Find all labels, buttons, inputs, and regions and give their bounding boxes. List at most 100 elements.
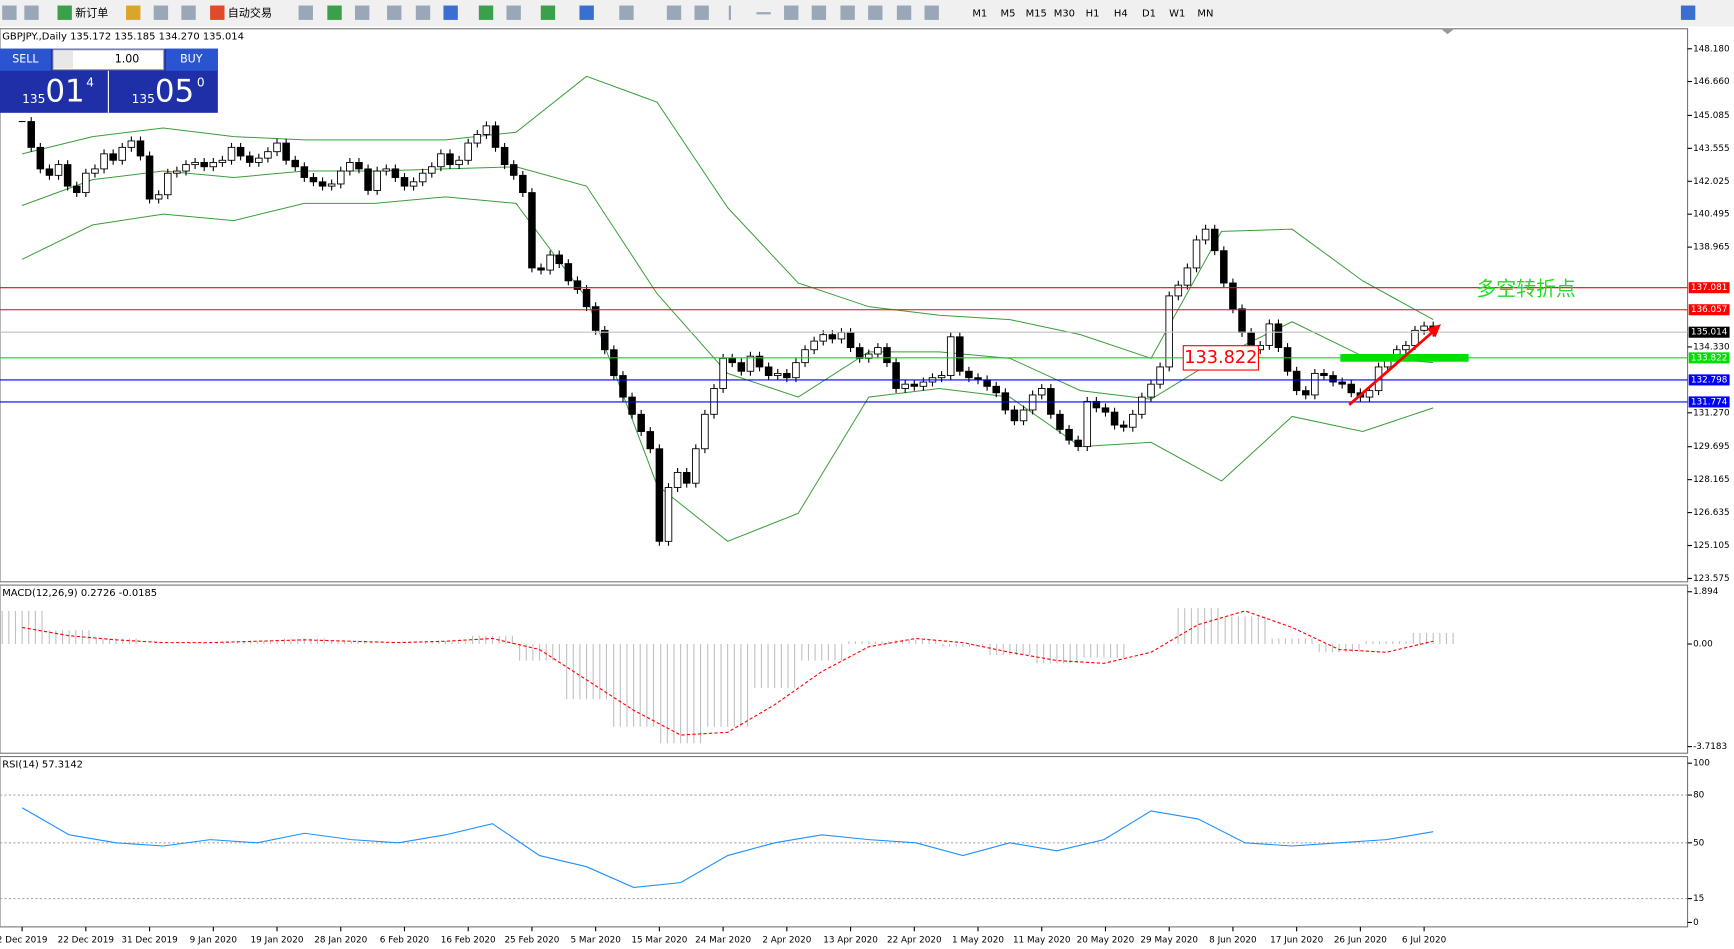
candle [755, 355, 764, 368]
icon[interactable] [924, 5, 939, 20]
icon[interactable] [24, 5, 39, 20]
candle [437, 153, 445, 168]
lot-input[interactable] [52, 49, 165, 71]
icon[interactable] [840, 5, 855, 20]
level-label-bg [1688, 396, 1730, 408]
candle [1210, 228, 1219, 252]
timeframe-button[interactable]: M5 [1001, 8, 1016, 19]
candle [1183, 267, 1192, 286]
candle [1001, 392, 1010, 411]
icon[interactable] [540, 5, 556, 20]
bollinger-upper [21, 75, 1434, 359]
candle [1065, 428, 1073, 441]
icon[interactable] [506, 5, 521, 20]
icon[interactable] [126, 5, 141, 20]
shift-marker [1440, 28, 1455, 35]
sell-label[interactable]: SELL [12, 53, 39, 66]
x-tick-label: 31 Dec 2019 [121, 936, 177, 946]
icon[interactable] [327, 5, 342, 20]
y-tick-label: 50 [1693, 838, 1705, 848]
y-tick-label: 140.495 [1693, 210, 1730, 220]
timeframe-button[interactable]: W1 [1169, 8, 1185, 19]
candle [1301, 390, 1310, 396]
timeframe-button[interactable]: M1 [972, 8, 987, 19]
candle [346, 161, 354, 172]
timeframe-button[interactable]: H4 [1114, 8, 1128, 19]
buy-price-main[interactable]: 05 [155, 73, 194, 109]
icon[interactable] [298, 5, 313, 20]
level-label: 136.057 [1691, 305, 1728, 315]
y-tick-label: 138.965 [1693, 243, 1730, 253]
candle [883, 347, 891, 364]
x-tick-label: 25 Feb 2020 [504, 936, 559, 946]
icon[interactable] [811, 5, 827, 20]
timeframe-button[interactable]: M15 [1026, 8, 1047, 19]
icon[interactable] [443, 5, 458, 20]
candle [72, 185, 81, 194]
x-tick-label: 11 May 2020 [1013, 936, 1071, 946]
icon[interactable] [415, 5, 431, 20]
icon[interactable] [478, 5, 494, 20]
icon[interactable] [728, 5, 731, 20]
icon[interactable] [619, 5, 634, 20]
buy-button[interactable] [165, 48, 218, 71]
icon[interactable] [153, 5, 169, 20]
icon[interactable] [868, 5, 883, 20]
sell-price-big[interactable]: 135 [22, 92, 45, 106]
candle [710, 388, 718, 415]
candle [1074, 439, 1082, 448]
candle [1265, 323, 1274, 346]
candle [473, 134, 482, 144]
icon[interactable] [387, 5, 402, 20]
candle [264, 151, 272, 159]
candle [673, 471, 682, 488]
timeframe-button[interactable]: H1 [1086, 8, 1100, 19]
timeframe-button[interactable]: M30 [1054, 8, 1075, 19]
candle [773, 372, 782, 377]
buy-price-big[interactable]: 135 [132, 92, 155, 106]
level-label: 132.798 [1691, 375, 1728, 385]
y-tick-label: 80 [1693, 791, 1705, 801]
icon[interactable] [354, 5, 370, 20]
toolbar [0, 0, 1734, 27]
sell-button[interactable] [0, 48, 51, 71]
icon[interactable] [756, 12, 771, 15]
lot-value[interactable]: 1.00 [115, 53, 140, 66]
new-order-button[interactable]: 新订单 [75, 5, 108, 19]
candle [1238, 308, 1246, 333]
candle [919, 381, 928, 387]
icon[interactable] [694, 5, 709, 20]
candle [819, 334, 828, 342]
icon[interactable] [210, 5, 225, 20]
icon[interactable] [666, 5, 682, 20]
y-tick-label: 129.695 [1693, 442, 1730, 452]
icon[interactable] [896, 5, 912, 20]
sell-price-main[interactable]: 01 [45, 73, 84, 109]
candle [664, 487, 673, 542]
level-label-bg [1688, 304, 1730, 316]
candle [1110, 411, 1119, 426]
icon[interactable] [579, 5, 594, 20]
search-icon[interactable] [1680, 5, 1696, 20]
candle [519, 174, 527, 194]
icon[interactable] [181, 5, 196, 20]
auto-trading-button[interactable]: 自动交易 [228, 5, 272, 19]
trend-arrow [1348, 328, 1437, 406]
y-tick-label: 15 [1693, 894, 1704, 904]
y-tick-label: 0.00 [1693, 639, 1713, 649]
lot-spinner[interactable] [54, 50, 73, 69]
candle [1329, 375, 1337, 383]
icon[interactable] [784, 5, 799, 20]
timeframe-button[interactable]: D1 [1142, 8, 1156, 19]
buy-price-small[interactable]: 0 [197, 75, 205, 89]
candle [628, 396, 636, 415]
timeframe-button[interactable]: MN [1197, 8, 1213, 19]
icon[interactable] [57, 5, 72, 20]
icon[interactable] [2, 5, 17, 20]
sell-price-small[interactable]: 4 [86, 75, 94, 89]
x-tick-label: 20 May 2020 [1077, 936, 1135, 946]
y-tick-label: 123.575 [1693, 574, 1730, 584]
candle [737, 362, 746, 372]
candle [564, 263, 573, 282]
buy-label[interactable]: BUY [180, 53, 203, 66]
